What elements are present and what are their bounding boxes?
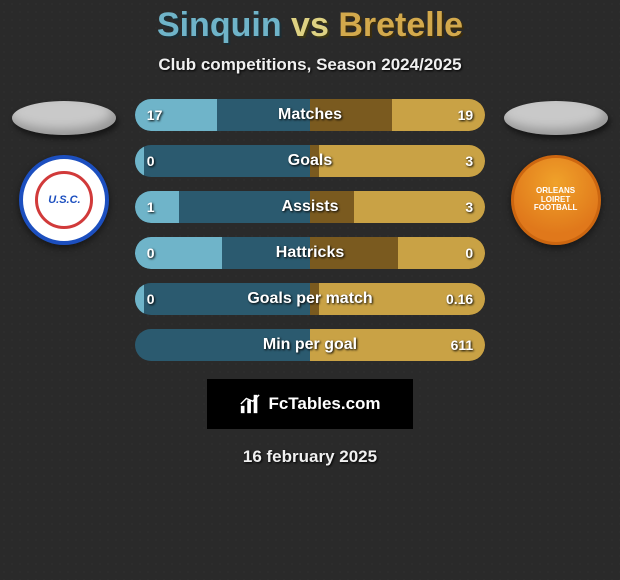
stat-value-right: 611	[451, 337, 474, 353]
stat-value-left: 1	[147, 199, 155, 215]
player2-name: Bretelle	[338, 6, 463, 44]
stat-label: Assists	[282, 198, 339, 216]
stat-value-right: 0.16	[446, 291, 473, 307]
stat-label: Matches	[278, 106, 342, 124]
player2-avatar	[504, 101, 608, 135]
player2-club-text: ORLEANS LOIRET FOOTBALL	[534, 187, 578, 213]
stat-value-right: 3	[465, 153, 473, 169]
stat-value-left: 0	[147, 291, 155, 307]
player1-club-badge: U.S.C.	[19, 155, 109, 245]
player1-club-text: U.S.C.	[48, 194, 80, 206]
stat-fill-left	[135, 283, 144, 315]
stats-column: 1719Matches03Goals13Assists00Hattricks00…	[135, 99, 485, 361]
stat-fill-left	[135, 191, 179, 223]
player2-club-badge: ORLEANS LOIRET FOOTBALL	[511, 155, 601, 245]
stat-row: 0 3 Goals	[135, 145, 485, 177]
stat-row: 0 0.16 Goals per match	[135, 283, 485, 315]
stat-fill-left	[135, 145, 144, 177]
subtitle: Club competitions, Season 2024/2025	[0, 55, 620, 75]
stat-row: 611 Min per goal	[135, 329, 485, 361]
brand-text: FcTables.com	[268, 394, 380, 414]
stat-label: Goals	[288, 152, 332, 170]
stat-value-left: 0	[147, 153, 155, 169]
stat-row: 17 19 Matches	[135, 99, 485, 131]
stat-row: 0 0 Hattricks	[135, 237, 485, 269]
left-side: U.S.C.	[6, 99, 123, 245]
brand-box: FcTables.com	[207, 379, 413, 429]
stat-label: Hattricks	[276, 244, 344, 262]
right-side: ORLEANS LOIRET FOOTBALL	[497, 99, 614, 245]
stat-value-left: 17	[147, 107, 163, 123]
stat-label: Goals per match	[247, 290, 372, 308]
stat-value-right: 3	[465, 199, 473, 215]
vs-text: vs	[291, 6, 329, 44]
stat-bg-left	[135, 145, 310, 177]
stat-value-left: 0	[147, 245, 155, 261]
stat-fill-right	[319, 145, 485, 177]
stat-label: Min per goal	[263, 336, 357, 354]
player1-name: Sinquin	[157, 6, 282, 44]
footer-date: 16 february 2025	[0, 447, 620, 467]
stat-row: 1 3 Assists	[135, 191, 485, 223]
player1-avatar	[12, 101, 116, 135]
fctables-icon	[239, 393, 261, 415]
stat-value-right: 0	[465, 245, 473, 261]
main-area: U.S.C. 17 19 Matches 0 3 Goals 1 3 Assists 0 0 Hatt…	[0, 99, 620, 361]
page-title: Sinquin vs Bretelle	[0, 6, 620, 45]
stat-value-right: 19	[458, 107, 474, 123]
